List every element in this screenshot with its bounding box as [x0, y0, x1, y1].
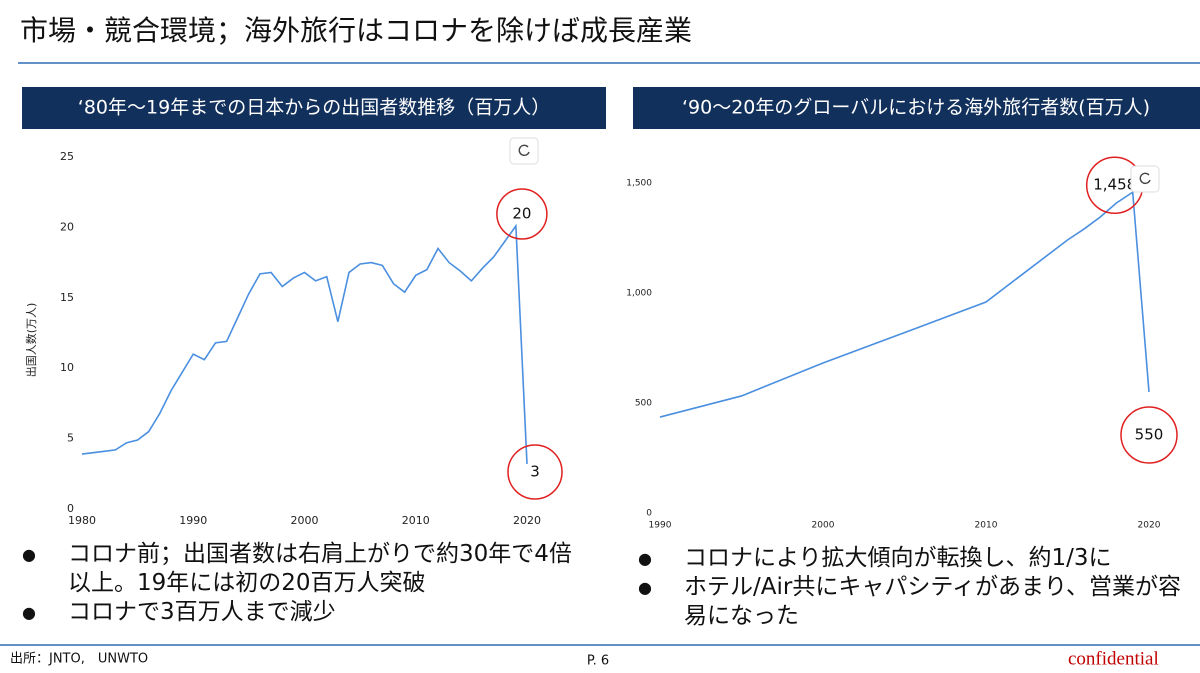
x-tick-label: 2000	[291, 514, 319, 527]
x-tick-label: 1980	[68, 514, 96, 527]
y-tick-label: 15	[60, 291, 74, 304]
highlight-circle	[1120, 406, 1178, 464]
confidential-mark: confidential	[1068, 648, 1159, 669]
data-label: 20	[512, 204, 531, 222]
data-label: 3	[530, 462, 540, 480]
y-tick-label: 25	[60, 150, 74, 163]
footer-source: 出所：JNTO, UNWTO	[10, 652, 148, 667]
y-tick-label: 500	[635, 399, 652, 409]
data-label: 550	[1135, 426, 1164, 444]
y-tick-label: 1,500	[626, 179, 652, 189]
y-tick-label: 1,000	[626, 289, 652, 299]
data-line	[81, 223, 528, 464]
chart-header-box	[633, 87, 1200, 129]
x-tick-label: 2020	[1138, 521, 1161, 531]
data-label: 1,458	[1093, 176, 1136, 194]
x-tick-label: 2020	[513, 514, 541, 527]
x-tick-label: 2010	[402, 514, 430, 527]
x-tick-label: 1990	[179, 514, 207, 527]
chart-header-box	[22, 87, 606, 129]
y-tick-label: 20	[60, 220, 74, 233]
bullet: コロナで3百万人まで減少	[22, 598, 592, 627]
bullet: コロナにより拡大傾向が転換し、約1/3に	[638, 544, 1188, 573]
slide-title: 市場・競合環境；海外旅行はコロナを除けば成長産業	[20, 14, 692, 47]
y-tick-label: 0	[646, 509, 652, 519]
bullet-list: コロナにより拡大傾向が転換し、約1/3に ホテル/Air共にキャパシティがあまり…	[638, 544, 1188, 631]
x-tick-label: 1990	[649, 521, 672, 531]
chart-title: ‘90〜20年のグローバルにおける海外旅行者数(百万人)	[682, 97, 1150, 119]
x-tick-label: 2010	[975, 521, 998, 531]
chart-title: ‘80年〜19年までの日本からの出国者数推移（百万人）	[78, 97, 550, 119]
page-number: P. 6	[587, 654, 609, 669]
y-tick-label: 5	[67, 432, 74, 445]
reload-button	[509, 137, 539, 165]
data-line	[659, 190, 1150, 418]
y-axis-label: 出国人数(万人)	[24, 303, 38, 378]
highlight-circle	[507, 444, 563, 500]
bullet: コロナ前；出国者数は右肩上がりで約30年で4倍以上。19年には初の20百万人突破	[22, 540, 592, 598]
highlight-circle	[496, 188, 548, 240]
reload-icon	[518, 144, 530, 157]
reload-icon	[1139, 172, 1151, 185]
y-tick-label: 0	[67, 502, 74, 515]
bullet: ホテル/Air共にキャパシティがあまり、営業が容易になった	[638, 573, 1188, 631]
y-tick-label: 10	[60, 361, 74, 374]
bullet-list: コロナ前；出国者数は右肩上がりで約30年で4倍以上。19年には初の20百万人突破…	[22, 540, 592, 627]
x-tick-label: 2000	[812, 521, 835, 531]
reload-button	[1130, 165, 1160, 193]
